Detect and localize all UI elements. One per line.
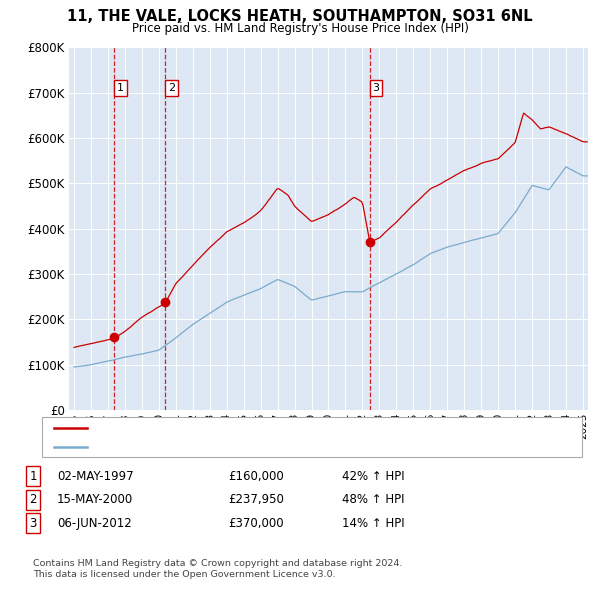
Text: 48% ↑ HPI: 48% ↑ HPI [342, 493, 404, 506]
Text: 3: 3 [373, 83, 379, 93]
Text: 1: 1 [117, 83, 124, 93]
Text: 11, THE VALE, LOCKS HEATH, SOUTHAMPTON, SO31 6NL: 11, THE VALE, LOCKS HEATH, SOUTHAMPTON, … [67, 9, 533, 24]
Text: £370,000: £370,000 [228, 517, 284, 530]
Text: Price paid vs. HM Land Registry's House Price Index (HPI): Price paid vs. HM Land Registry's House … [131, 22, 469, 35]
Text: 42% ↑ HPI: 42% ↑ HPI [342, 470, 404, 483]
Text: Contains HM Land Registry data © Crown copyright and database right 2024.: Contains HM Land Registry data © Crown c… [33, 559, 403, 568]
Text: 2: 2 [168, 83, 175, 93]
Text: 1: 1 [29, 470, 37, 483]
Text: 02-MAY-1997: 02-MAY-1997 [57, 470, 134, 483]
Text: 14% ↑ HPI: 14% ↑ HPI [342, 517, 404, 530]
Text: HPI: Average price, detached house, Fareham: HPI: Average price, detached house, Fare… [93, 442, 331, 452]
Text: 15-MAY-2000: 15-MAY-2000 [57, 493, 133, 506]
Text: 3: 3 [29, 517, 37, 530]
Text: 06-JUN-2012: 06-JUN-2012 [57, 517, 132, 530]
Text: 11, THE VALE, LOCKS HEATH, SOUTHAMPTON, SO31 6NL (detached house): 11, THE VALE, LOCKS HEATH, SOUTHAMPTON, … [93, 424, 482, 434]
Text: £237,950: £237,950 [228, 493, 284, 506]
Text: £160,000: £160,000 [228, 470, 284, 483]
Text: This data is licensed under the Open Government Licence v3.0.: This data is licensed under the Open Gov… [33, 571, 335, 579]
Text: 2: 2 [29, 493, 37, 506]
